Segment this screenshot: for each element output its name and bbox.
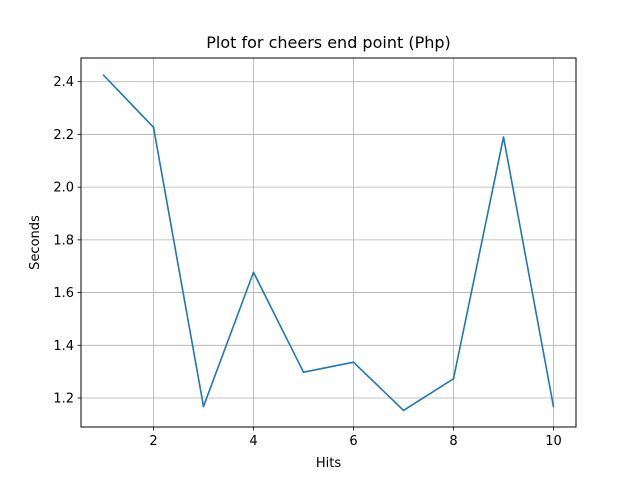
y-tick-label: 1.6 bbox=[53, 286, 74, 301]
y-tick-label: 2.4 bbox=[53, 75, 74, 90]
x-tick-label: 4 bbox=[249, 434, 257, 449]
data-point bbox=[252, 271, 255, 274]
y-tick-label: 2.0 bbox=[53, 181, 74, 196]
data-point bbox=[102, 74, 105, 76]
x-tick-label: 6 bbox=[349, 434, 357, 449]
series-lines bbox=[102, 74, 555, 412]
x-tick-label: 10 bbox=[545, 434, 562, 449]
data-point bbox=[502, 136, 505, 138]
data-point bbox=[452, 377, 455, 380]
y-tick-label: 1.8 bbox=[53, 233, 74, 248]
y-tick-label: 2.2 bbox=[53, 128, 74, 143]
plot-area-frame bbox=[80, 57, 577, 428]
data-point bbox=[202, 405, 205, 408]
series-line bbox=[102, 74, 555, 412]
data-point bbox=[552, 405, 555, 408]
x-tick-label: 2 bbox=[149, 434, 157, 449]
y-axis-label: Seconds bbox=[28, 215, 43, 270]
data-point bbox=[152, 126, 155, 129]
data-point bbox=[402, 409, 405, 412]
x-tick-label: 8 bbox=[449, 434, 457, 449]
x-axis-label: Hits bbox=[316, 456, 341, 471]
y-tick-label: 1.2 bbox=[53, 392, 74, 407]
data-point bbox=[302, 371, 305, 373]
data-point bbox=[352, 361, 355, 363]
axis-ticks: 2 4 6 8 10 1.2 1.4 1.6 1.8 2.0 2.2 2.4 bbox=[53, 75, 561, 449]
y-tick-label: 1.4 bbox=[53, 339, 74, 354]
chart-title: Plot for cheers end point (Php) bbox=[206, 33, 451, 52]
